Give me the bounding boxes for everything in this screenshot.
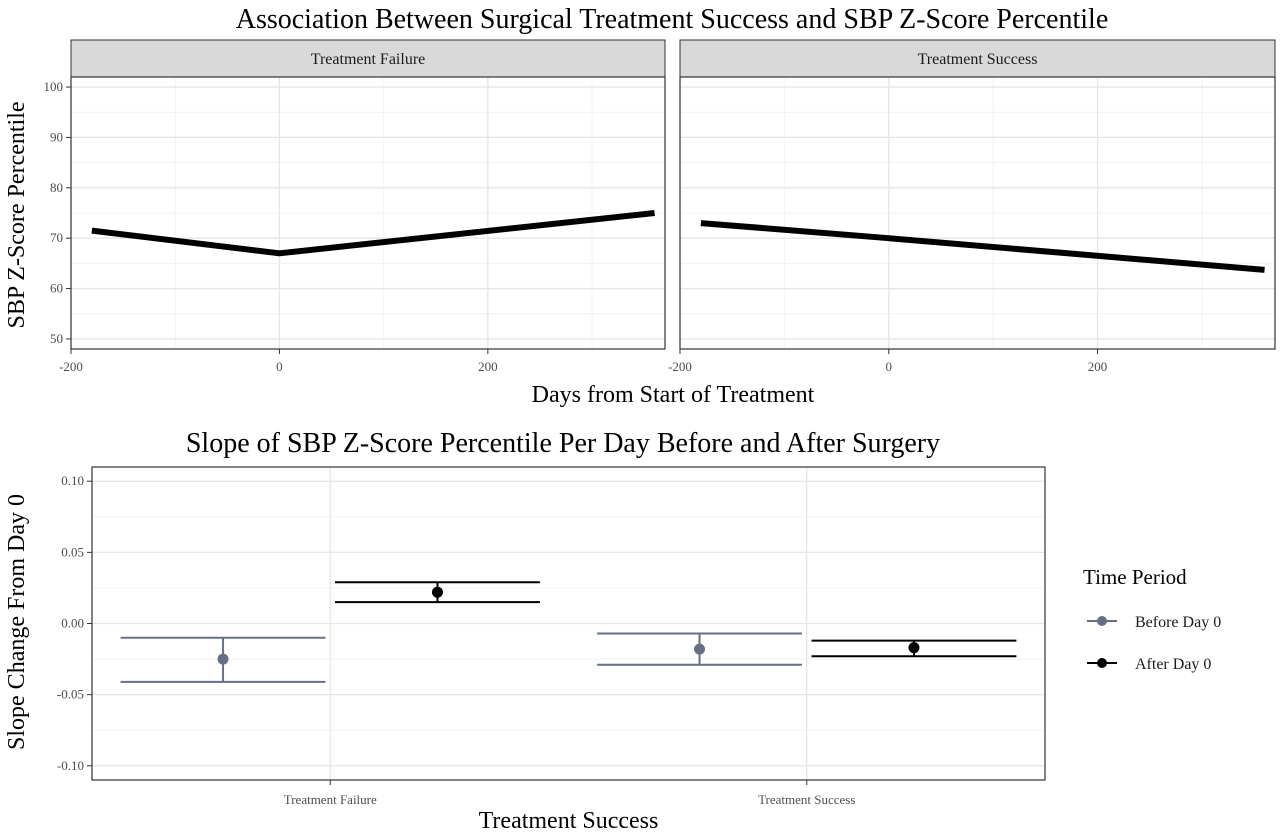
data-point	[694, 643, 706, 655]
legend-label: Before Day 0	[1135, 614, 1221, 631]
data-point	[217, 653, 229, 665]
data-point	[908, 642, 920, 654]
y-tick-label: 70	[50, 230, 63, 245]
x-tick-label: Treatment Failure	[284, 792, 377, 807]
y-tick-label: -0.10	[57, 758, 84, 773]
series-1	[120, 632, 802, 683]
series-line	[91, 210, 655, 257]
x-tick-label: 200	[478, 359, 498, 374]
x-tick-label: 0	[886, 359, 893, 374]
bottom-chart-title: Slope of SBP Z-Score Percentile Per Day …	[186, 428, 940, 459]
legend-item: Before Day 0	[1087, 614, 1221, 631]
x-axis-title: Days from Start of Treatment	[532, 382, 815, 408]
y-axis-title: Slope Change From Day 0	[4, 494, 30, 750]
y-tick-label: 0.10	[61, 473, 84, 488]
legend-item: After Day 0	[1087, 656, 1211, 673]
panel-border	[679, 76, 1276, 350]
x-tick-label: -200	[59, 359, 83, 374]
legend-label: After Day 0	[1135, 656, 1211, 673]
y-tick-label: 0.00	[61, 616, 84, 631]
legend-key-point	[1097, 616, 1107, 626]
series-2	[335, 581, 1017, 658]
facet-strip-label: Treatment Failure	[311, 51, 426, 68]
slope-chart: Slope of SBP Z-Score Percentile Per Day …	[4, 428, 1221, 834]
y-tick-label: 60	[50, 281, 63, 296]
data-point	[431, 586, 443, 598]
facet-panel-1: Treatment Failure -200 0 200	[59, 39, 666, 374]
legend: Time Period Before Day 0 After Day 0	[1083, 565, 1221, 673]
y-tick-label: 50	[50, 331, 63, 346]
y-tick-label: 80	[50, 180, 63, 195]
y-tick-label: 0.05	[61, 544, 84, 559]
panel-border	[70, 76, 666, 350]
legend-title: Time Period	[1083, 565, 1187, 589]
x-tick-label: -200	[668, 359, 692, 374]
series-line	[700, 220, 1265, 273]
y-tick-label: 100	[44, 79, 64, 94]
y-axis-title: SBP Z-Score Percentile	[4, 101, 30, 328]
x-tick-label: 200	[1088, 359, 1108, 374]
facet-strip-label: Treatment Success	[918, 51, 1038, 68]
x-tick-label: Treatment Success	[758, 792, 855, 807]
facet-strip	[70, 39, 666, 78]
top-chart-title: Association Between Surgical Treatment S…	[236, 4, 1109, 35]
y-tick-label: -0.05	[57, 687, 84, 702]
x-tick-label: 0	[276, 359, 283, 374]
line-chart: Association Between Surgical Treatment S…	[4, 4, 1276, 408]
facet-strip	[679, 39, 1276, 78]
y-tick-label: 90	[50, 129, 63, 144]
facet-panel-2: Treatment Success -200 0 200	[668, 39, 1276, 374]
legend-key-point	[1097, 658, 1107, 668]
x-axis-title: Treatment Success	[479, 808, 659, 834]
